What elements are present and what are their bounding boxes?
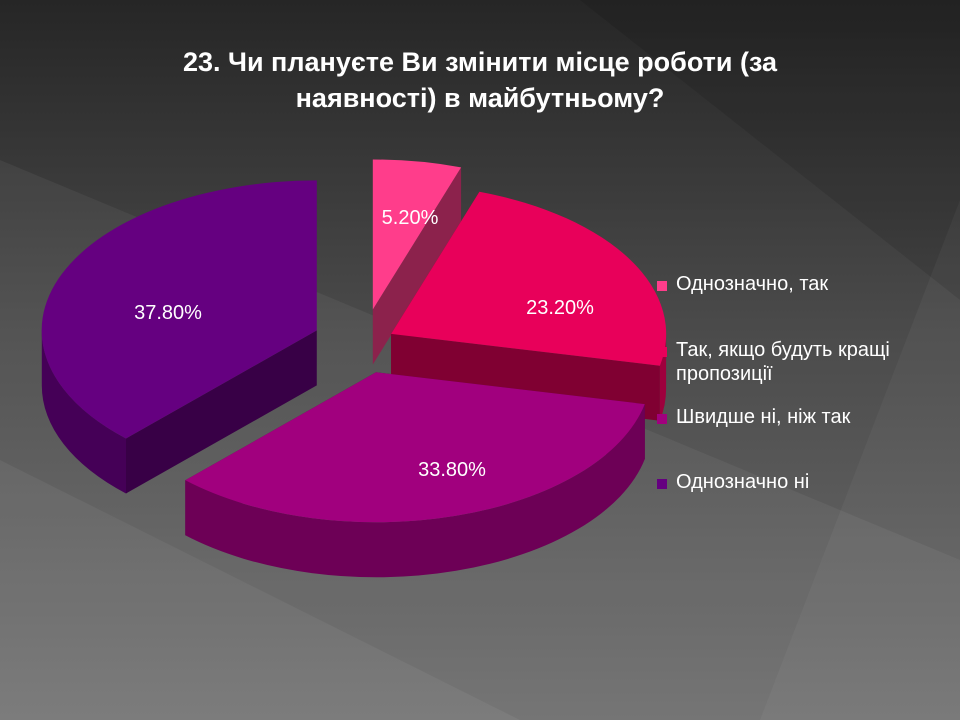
legend-swatch	[657, 281, 667, 291]
pie-slice-top	[372, 159, 462, 310]
pie-slice-top	[41, 180, 317, 439]
chart-title-line-2: наявності) в майбутньому?	[295, 83, 665, 113]
legend-label: Так, якщо будуть кращі пропозиції	[676, 339, 890, 385]
pie-slice	[41, 180, 317, 494]
legend-swatch	[657, 414, 667, 424]
data-label: 5.20%	[382, 207, 439, 229]
pie-slice-rim	[41, 330, 127, 494]
pie-slice	[185, 372, 645, 578]
data-label: 37.80%	[134, 302, 202, 324]
pie-slice-side	[126, 330, 317, 494]
pie-slice-side	[372, 167, 462, 365]
pie-slice	[372, 159, 462, 365]
pie-slice-top	[185, 372, 645, 523]
legend-swatch	[657, 347, 667, 357]
data-label: 33.80%	[418, 459, 486, 481]
chart-title-line-1: 23. Чи плануєте Ви змінити місце роботи …	[182, 47, 778, 77]
pie-slice-rim	[185, 404, 645, 578]
legend-label: Швидше ні, ніж так	[676, 406, 851, 428]
legend-label: Однозначно ні	[676, 471, 810, 493]
legend-label: Однозначно, так	[676, 273, 829, 295]
pie-slice-top	[391, 191, 667, 366]
chart-title: 23. Чи плануєте Ви змінити місце роботи …	[0, 44, 960, 116]
data-label: 23.20%	[526, 297, 594, 319]
legend-swatch	[657, 479, 667, 489]
